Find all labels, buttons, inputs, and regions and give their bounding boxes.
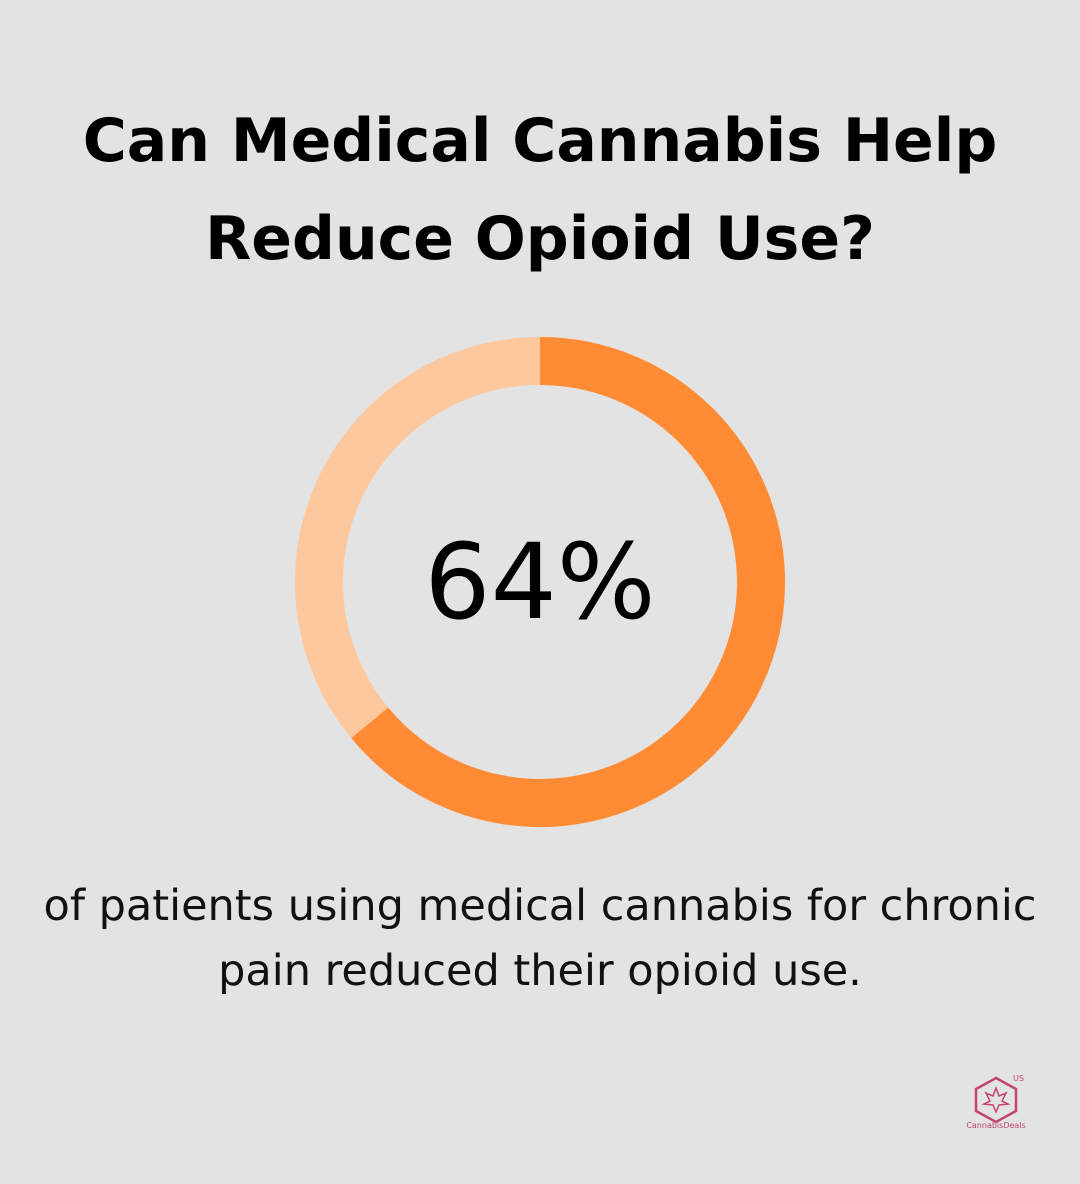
logo-region: US	[1013, 1074, 1024, 1083]
logo: US CannabisDeals	[966, 1074, 1025, 1130]
chart-title: Can Medical Cannabis Help Reduce Opioid …	[82, 106, 998, 274]
logo-leaf	[981, 1085, 1011, 1114]
caption: of patients using medical cannabis for c…	[43, 881, 1037, 996]
donut-arc	[351, 337, 785, 827]
value-label: 64%	[424, 521, 655, 643]
logo-name: CannabisDeals	[966, 1121, 1025, 1130]
logo-hexagon	[974, 1076, 1018, 1124]
